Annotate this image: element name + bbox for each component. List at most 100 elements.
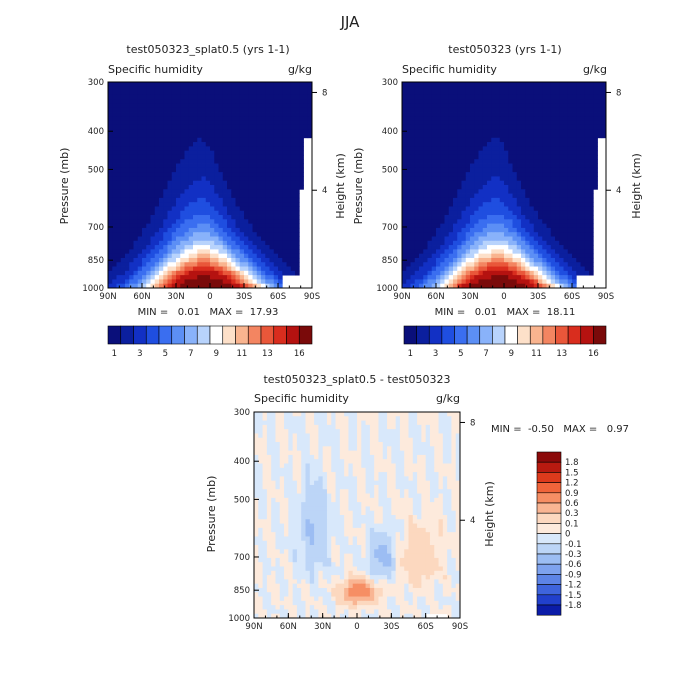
field-cell bbox=[256, 257, 262, 263]
field-cell bbox=[538, 120, 543, 126]
field-cell bbox=[470, 94, 475, 100]
field-cell bbox=[197, 232, 202, 237]
field-cell bbox=[184, 116, 190, 122]
field-cell bbox=[150, 236, 156, 242]
field-cell bbox=[261, 253, 266, 259]
field-cell bbox=[478, 249, 484, 255]
field-cell bbox=[436, 99, 441, 104]
field-cell bbox=[188, 129, 194, 134]
field-cell bbox=[525, 86, 530, 91]
field-cell bbox=[546, 167, 552, 173]
field-cell bbox=[538, 103, 543, 109]
field-cell bbox=[521, 176, 526, 182]
field-cell bbox=[601, 82, 607, 87]
field-cell bbox=[440, 283, 445, 289]
field-cell bbox=[322, 437, 328, 443]
field-cell bbox=[431, 275, 437, 280]
field-cell bbox=[453, 232, 458, 237]
field-cell bbox=[431, 253, 437, 259]
field-cell bbox=[453, 167, 458, 173]
field-cell bbox=[284, 437, 289, 443]
field-cell bbox=[470, 146, 475, 152]
field-cell bbox=[295, 185, 300, 190]
field-cell bbox=[273, 249, 279, 255]
field-cell bbox=[265, 129, 270, 134]
field-cell bbox=[478, 107, 484, 113]
field-cell bbox=[423, 103, 428, 109]
field-cell bbox=[129, 193, 134, 199]
field-cell bbox=[516, 270, 522, 276]
field-cell bbox=[555, 167, 560, 173]
field-cell bbox=[116, 257, 122, 263]
field-cell bbox=[299, 133, 304, 139]
field-cell bbox=[589, 223, 594, 229]
field-cell bbox=[108, 223, 113, 229]
field-cell bbox=[180, 215, 185, 220]
field-cell bbox=[252, 103, 258, 109]
field-cell bbox=[261, 90, 266, 96]
field-cell bbox=[279, 437, 285, 443]
field-cell bbox=[184, 90, 190, 96]
field-cell bbox=[559, 262, 564, 267]
field-cell bbox=[344, 433, 349, 439]
field-cell bbox=[125, 163, 130, 169]
field-cell bbox=[495, 116, 501, 122]
field-cell bbox=[120, 275, 126, 280]
field-cell bbox=[278, 253, 283, 259]
field-cell bbox=[442, 437, 448, 443]
field-cell bbox=[159, 146, 164, 152]
field-cell bbox=[470, 270, 475, 276]
field-cell bbox=[447, 424, 452, 430]
field-cell bbox=[470, 257, 475, 263]
field-cell bbox=[269, 146, 275, 152]
field-cell bbox=[589, 227, 594, 233]
field-cell bbox=[516, 112, 522, 117]
field-cell bbox=[197, 129, 202, 134]
field-cell bbox=[129, 146, 134, 152]
field-cell bbox=[504, 253, 509, 259]
field-cell bbox=[438, 412, 444, 417]
field-cell bbox=[129, 82, 134, 87]
field-cell bbox=[331, 424, 336, 430]
field-cell bbox=[499, 193, 505, 199]
field-cell bbox=[482, 154, 488, 160]
field-cell bbox=[410, 82, 416, 87]
field-cell bbox=[180, 249, 185, 255]
field-cell bbox=[222, 133, 228, 139]
field-cell bbox=[431, 219, 437, 225]
field-cell bbox=[286, 103, 292, 109]
field-cell bbox=[248, 133, 253, 139]
field-cell bbox=[137, 82, 143, 87]
field-cell bbox=[482, 266, 488, 272]
field-cell bbox=[256, 245, 262, 250]
field-cell bbox=[193, 270, 198, 276]
field-cell bbox=[512, 99, 518, 104]
field-cell bbox=[478, 133, 484, 139]
field-cell bbox=[436, 94, 441, 100]
field-cell bbox=[261, 176, 266, 182]
field-cell bbox=[265, 206, 270, 212]
field-cell bbox=[265, 180, 270, 186]
field-cell bbox=[461, 107, 467, 113]
field-cell bbox=[210, 236, 215, 242]
panel-3-units: g/kg bbox=[436, 392, 460, 405]
field-cell bbox=[120, 257, 126, 263]
field-cell bbox=[218, 103, 224, 109]
field-cell bbox=[286, 107, 292, 113]
panel-2-ylabel: Pressure (mb) bbox=[352, 148, 365, 225]
field-cell bbox=[108, 270, 113, 276]
field-cell bbox=[474, 82, 479, 87]
field-cell bbox=[478, 159, 484, 164]
field-cell bbox=[448, 270, 454, 276]
field-cell bbox=[395, 446, 401, 452]
field-cell bbox=[419, 99, 424, 104]
field-cell bbox=[299, 124, 304, 130]
field-cell bbox=[239, 219, 245, 225]
field-cell bbox=[474, 150, 479, 156]
field-cell bbox=[231, 215, 236, 220]
field-cell bbox=[521, 206, 526, 212]
field-cell bbox=[482, 180, 488, 186]
field-cell bbox=[235, 120, 241, 126]
field-cell bbox=[129, 154, 134, 160]
field-cell bbox=[116, 223, 122, 229]
